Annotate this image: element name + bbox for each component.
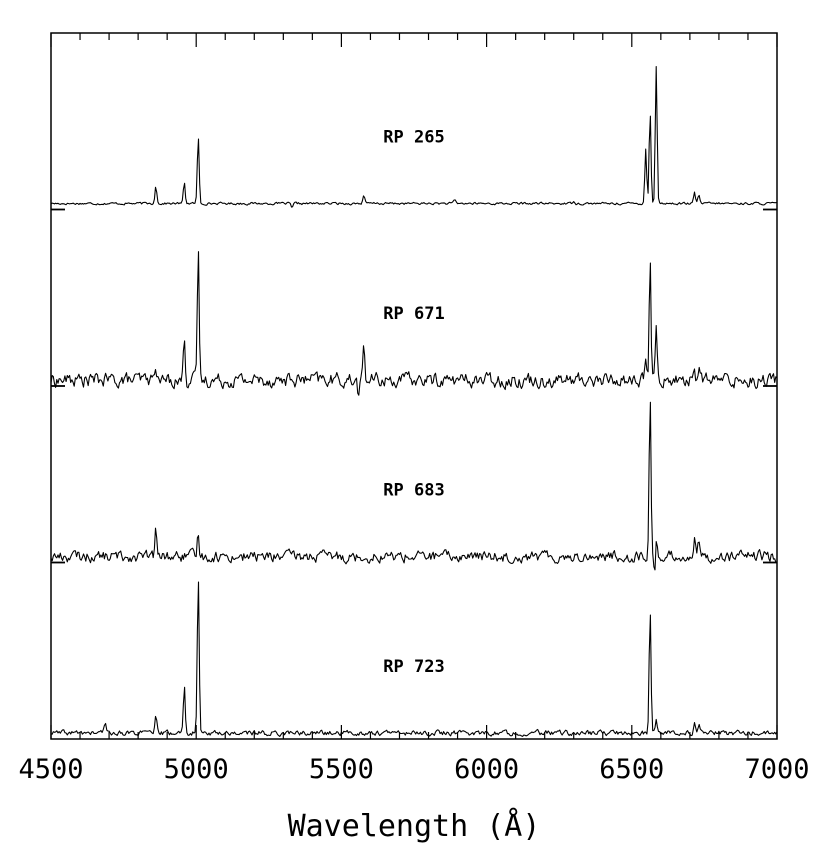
panel-label: RP 265	[383, 127, 444, 147]
x-tick-label: 5500	[309, 754, 374, 785]
panel-label: RP 723	[383, 657, 444, 677]
axis-ticks	[50, 33, 778, 739]
panel-label: RP 671	[383, 304, 444, 324]
x-tick-label: 7000	[744, 754, 809, 785]
spectrum-line	[50, 251, 778, 396]
spectrum-line	[50, 581, 778, 737]
x-tick-label: 6000	[454, 754, 519, 785]
x-tick-label: 4500	[18, 754, 83, 785]
spectra-series	[50, 66, 778, 737]
x-tick-labels: 4500 5000 5500 6000 6500 7000	[18, 754, 809, 785]
spectrum-line	[50, 401, 777, 571]
panel-separators	[51, 208, 777, 564]
x-axis-title: Wavelength (Å)	[288, 808, 541, 844]
x-tick-label: 6500	[599, 754, 664, 785]
spectrum-line	[50, 66, 778, 208]
panel-label: RP 683	[383, 480, 444, 500]
panel-labels: RP 265 RP 671 RP 683 RP 723	[383, 127, 444, 677]
x-tick-label: 5000	[164, 754, 229, 785]
